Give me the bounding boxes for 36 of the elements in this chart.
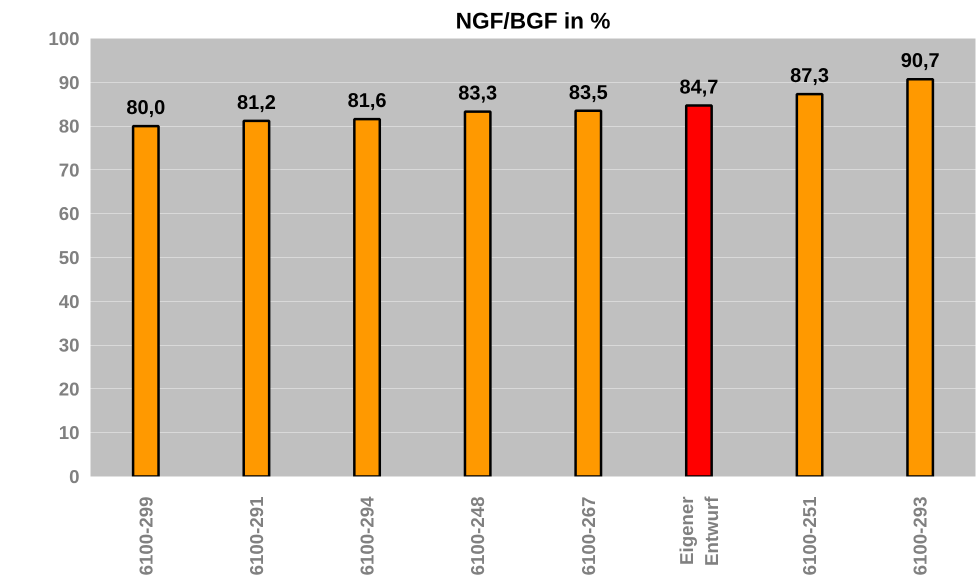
x-tick-label: 6100-267 [578,496,599,576]
x-tick-label: 6100-251 [799,496,820,576]
bar [132,124,160,476]
x-tick-label: 6100-248 [467,496,488,576]
chart-title: NGF/BGF in % [456,8,610,34]
y-tick-label: 30 [58,334,80,356]
y-tick-label: 50 [58,247,80,268]
y-tick-label: 100 [48,28,80,49]
bar [796,92,824,476]
bar [242,120,270,476]
data-label: 80,0 [126,97,166,120]
x-tick-label: 6100-294 [356,496,378,576]
x-tick-label: 6100-299 [135,496,156,576]
bar [684,104,713,476]
bar [353,118,382,476]
data-label: 83,5 [568,82,608,104]
data-label: 81,6 [348,90,387,112]
y-tick-label: 40 [58,290,80,312]
y-tick-label: 90 [58,72,80,93]
data-label: 90,7 [900,50,940,72]
data-label: 81,2 [236,92,276,114]
bar [906,78,934,476]
y-tick-label: 20 [58,378,80,400]
data-label: 83,3 [458,82,498,105]
data-label: 87,3 [790,65,830,88]
y-tick-label: 10 [58,422,80,444]
x-tick-label: 6100-291 [246,496,267,576]
y-tick-label: 0 [69,466,80,487]
bar [574,110,602,476]
bar [464,110,492,476]
x-tick-label: Eigener Entwurf [676,496,722,566]
y-tick-label: 80 [58,116,80,137]
x-tick-label: 6100-293 [910,496,931,576]
data-label: 84,7 [679,76,718,99]
y-tick-label: 70 [58,159,80,180]
y-tick-label: 60 [58,203,80,224]
